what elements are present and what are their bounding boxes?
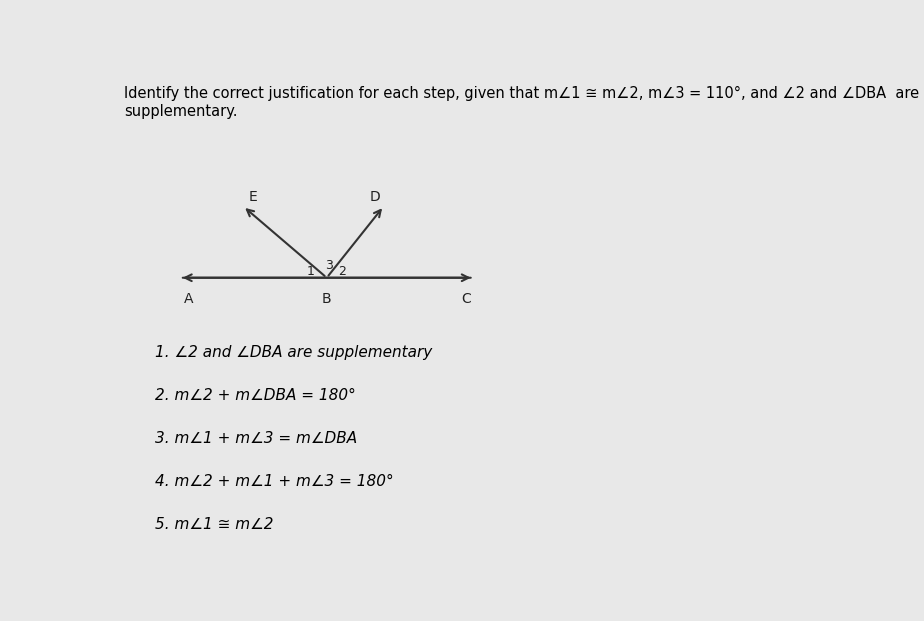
Text: 2. m∠2 + m∠DBA = 180°: 2. m∠2 + m∠DBA = 180° — [155, 388, 356, 403]
Text: 5. m∠1 ≅ m∠2: 5. m∠1 ≅ m∠2 — [155, 517, 274, 532]
Text: C: C — [461, 292, 471, 306]
Text: 4. m∠2 + m∠1 + m∠3 = 180°: 4. m∠2 + m∠1 + m∠3 = 180° — [155, 474, 394, 489]
Text: A: A — [184, 292, 193, 306]
Text: D: D — [370, 189, 381, 204]
Text: B: B — [322, 292, 332, 306]
Text: 2: 2 — [338, 265, 346, 278]
Text: Identify the correct justification for each step, given that m∠1 ≅ m∠2, m∠3 = 11: Identify the correct justification for e… — [124, 86, 919, 119]
Text: 3: 3 — [325, 260, 333, 272]
Text: 3. m∠1 + m∠3 = m∠DBA: 3. m∠1 + m∠3 = m∠DBA — [155, 431, 357, 446]
Text: E: E — [249, 190, 258, 204]
Text: 1. ∠2 and ∠DBA are supplementary: 1. ∠2 and ∠DBA are supplementary — [155, 345, 432, 360]
Text: 1: 1 — [307, 265, 315, 278]
